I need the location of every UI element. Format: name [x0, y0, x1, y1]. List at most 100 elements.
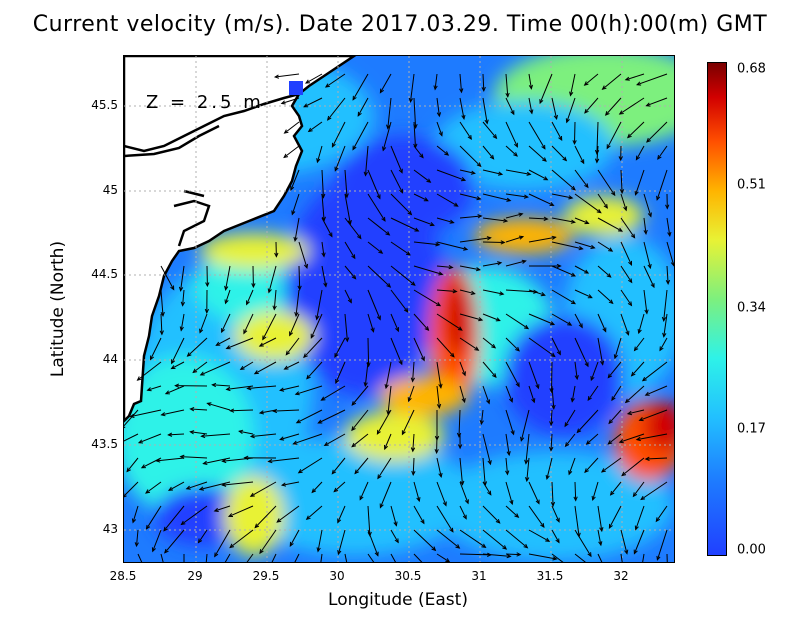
arrow-shaft [434, 73, 438, 90]
arrow-shaft [243, 313, 254, 334]
arrow-shaft [657, 145, 668, 160]
map-plot-area[interactable] [123, 55, 675, 563]
arrow-shaft [482, 457, 486, 486]
arrow-head [323, 282, 328, 288]
arrow-head [576, 428, 582, 434]
arrow-head [506, 451, 511, 457]
arrow-shaft [335, 361, 346, 384]
arrow-shaft [146, 505, 162, 530]
arrow-shaft [367, 169, 381, 199]
arrow-shaft [436, 145, 449, 156]
arrow-shaft [574, 361, 578, 380]
arrow-head [497, 171, 504, 176]
arrow-shaft [230, 409, 254, 412]
arrow-shaft [505, 169, 531, 175]
arrow-head [283, 365, 289, 370]
arrow-shaft [528, 121, 546, 150]
arrow-shaft [505, 529, 528, 549]
arrow-shaft [605, 97, 622, 116]
arrow-head [354, 469, 360, 475]
arrow-head [186, 352, 192, 357]
arrow-head [461, 398, 466, 404]
arrow-head [624, 398, 630, 404]
arrow-head [574, 375, 579, 381]
arrow-shaft [482, 361, 497, 378]
arrow-shaft [528, 529, 550, 542]
arrow-shaft [528, 481, 540, 504]
arrow-shaft [656, 529, 668, 560]
arrow-head [167, 486, 174, 491]
arrow-shaft [351, 433, 369, 448]
arrow-shaft [459, 553, 491, 556]
arrow-shaft [168, 481, 185, 491]
arrow-shaft [436, 97, 440, 117]
arrow-head [316, 547, 321, 553]
arrow-head [200, 433, 206, 439]
arrow-head [604, 111, 610, 116]
arrow-shaft [367, 313, 374, 332]
arrow-head [637, 329, 642, 335]
arrow-shaft [528, 193, 554, 206]
arrow-head [249, 433, 255, 439]
arrow-head [359, 495, 364, 501]
arrow-head [436, 302, 442, 307]
arrow-head [398, 168, 403, 174]
arrow-head [587, 552, 592, 558]
arrow-head [376, 194, 381, 200]
arrow-head [448, 264, 454, 270]
arrow-shaft [482, 121, 497, 139]
arrow-head [464, 499, 469, 505]
arrow-head [462, 514, 467, 520]
arrow-shaft [482, 529, 507, 550]
arrow-shaft [214, 529, 231, 557]
arrow-shaft [597, 553, 603, 562]
arrow-head [423, 197, 429, 202]
arrow-shaft [459, 265, 480, 271]
arrow-head [279, 436, 285, 441]
arrow-shaft [505, 385, 513, 402]
arrow-head [572, 140, 577, 146]
arrow-head [461, 371, 466, 377]
arrow-head [205, 282, 210, 288]
arrow-shaft [290, 169, 300, 191]
arrow-shaft [152, 529, 162, 552]
arrow-shaft [294, 217, 300, 241]
arrow-shaft [308, 121, 323, 132]
arrow-shaft [408, 385, 415, 402]
arrow-head [596, 208, 602, 214]
arrow-shaft [620, 217, 636, 238]
arrow-shaft [320, 553, 323, 562]
arrow-shaft [528, 361, 539, 389]
arrow-shaft [550, 409, 553, 426]
arrow-head [608, 247, 614, 252]
arrow-head [307, 127, 313, 133]
arrow-shaft [294, 553, 300, 562]
arrow-head [192, 368, 198, 374]
arrow-shaft [482, 73, 485, 91]
arrow-shaft [228, 505, 254, 517]
arrow-shaft [413, 193, 429, 202]
arrow-shaft [351, 385, 369, 406]
arrow-shaft [643, 241, 651, 269]
arrow-shaft [224, 553, 231, 562]
arrow-head [221, 458, 227, 464]
arrow-head [570, 272, 577, 277]
arrow-head [533, 289, 539, 294]
arrow-head [214, 552, 219, 558]
arrow-head [155, 458, 161, 463]
arrow-shaft [390, 217, 419, 232]
arrow-shaft [359, 481, 369, 500]
arrow-head [513, 142, 518, 148]
arrow-shaft [390, 289, 409, 313]
arrow-head [460, 177, 467, 182]
arrow-head [513, 152, 518, 157]
arrow-head [419, 153, 424, 159]
arrow-head [607, 440, 613, 445]
arrow-shaft [574, 145, 585, 164]
arrow-shaft [367, 529, 379, 556]
arrow-shaft [436, 121, 443, 136]
arrow-head [189, 407, 195, 412]
arrow-shaft [436, 265, 453, 268]
arrow-shaft [505, 289, 538, 293]
arrow-shaft [321, 169, 324, 198]
